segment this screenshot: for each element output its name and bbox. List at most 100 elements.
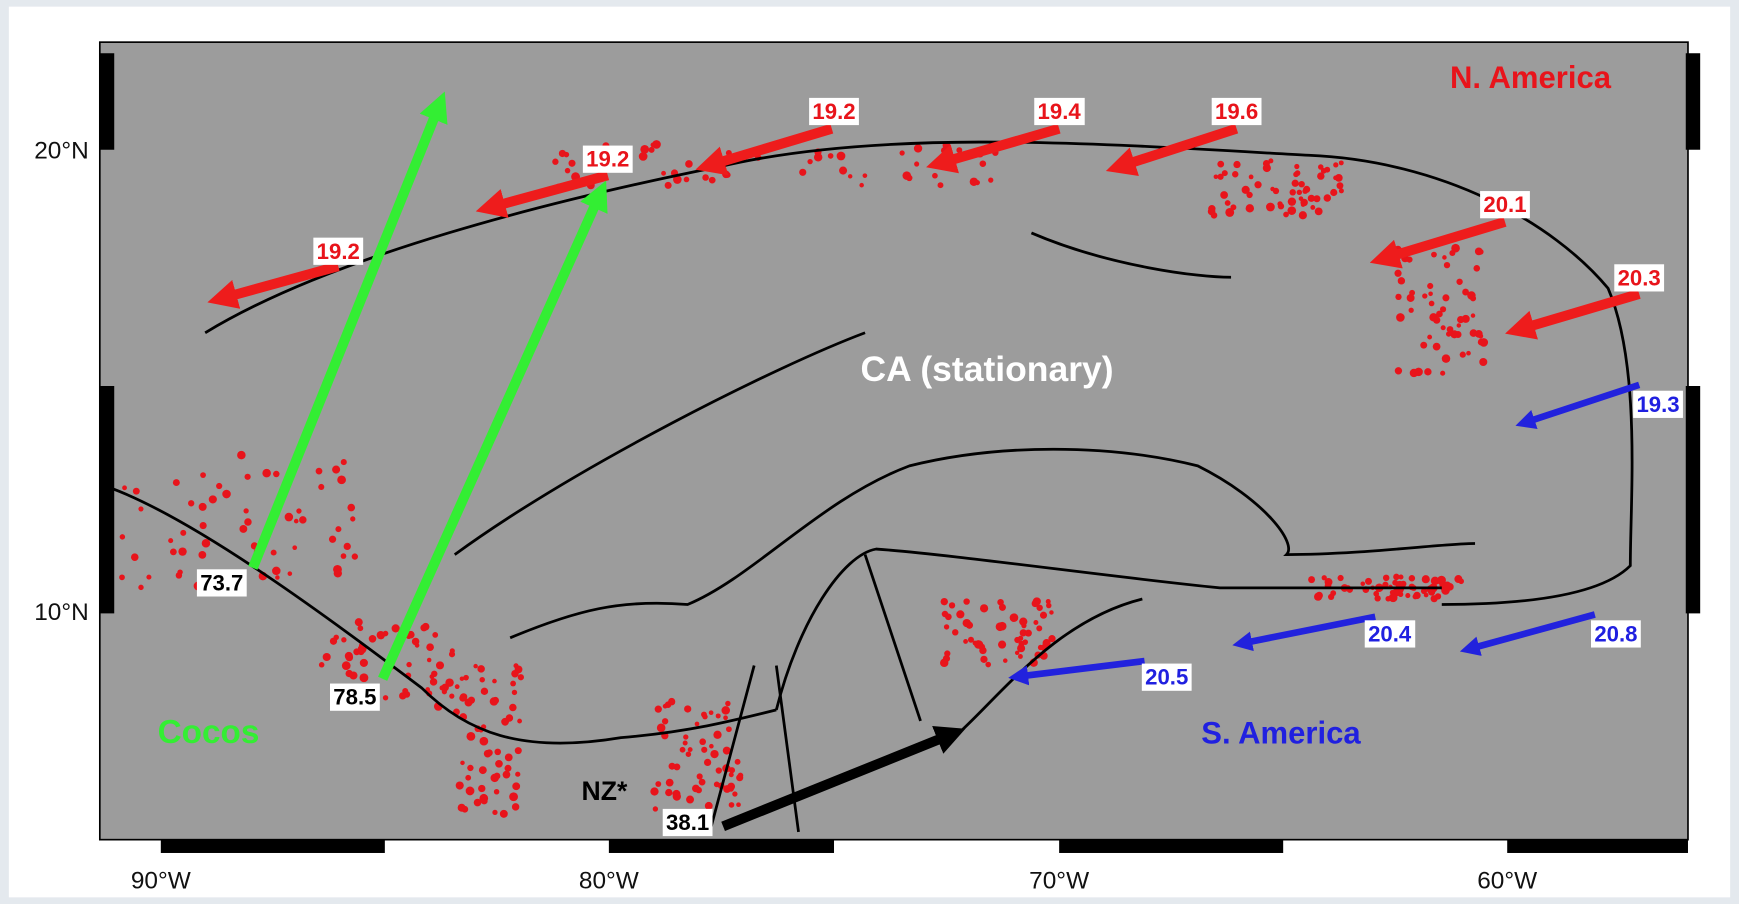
quake-dot: [350, 516, 355, 521]
quake-dot: [1442, 294, 1449, 301]
quake-dot: [170, 548, 177, 555]
quake-dot: [1249, 175, 1254, 180]
quake-dot: [1429, 301, 1435, 307]
quake-dot: [568, 160, 575, 167]
quake-dot: [1308, 576, 1315, 583]
quake-dot: [484, 750, 492, 758]
quake-dot: [1337, 182, 1344, 189]
velocity-label: 20.1: [1483, 192, 1526, 217]
quake-dot: [940, 659, 948, 667]
quake-dot: [330, 638, 337, 645]
quake-dot: [138, 585, 143, 590]
quake-dot: [120, 534, 125, 539]
quake-dot: [665, 701, 672, 708]
quake-dot: [122, 485, 127, 490]
quake-dot: [653, 806, 658, 811]
quake-dot: [430, 678, 437, 685]
relief: [100, 42, 1688, 840]
quake-dot: [684, 177, 690, 183]
quake-dot: [244, 474, 250, 480]
x-tick-label: 60°W: [1477, 867, 1537, 894]
quake-dot: [859, 183, 864, 188]
quake-dot: [271, 550, 277, 556]
quake-dot: [1428, 589, 1435, 596]
quake-dot: [697, 773, 703, 779]
quake-dot: [1441, 325, 1446, 330]
quake-dot: [1220, 191, 1228, 199]
quake-dot: [974, 640, 983, 649]
quake-dot: [655, 706, 662, 713]
quake-dot: [705, 802, 713, 810]
quake-dot: [685, 160, 693, 168]
quake-dot: [900, 150, 905, 155]
quake-dot: [713, 731, 721, 739]
quake-dot: [456, 781, 464, 789]
quake-dot: [406, 662, 411, 667]
quake-dot: [1230, 204, 1236, 210]
quake-dot: [383, 695, 388, 700]
quake-dot: [1431, 577, 1439, 585]
quake-dot: [1036, 625, 1042, 631]
quake-dot: [285, 513, 294, 522]
quake-dot: [369, 635, 377, 643]
quake-dot: [474, 799, 482, 807]
quake-dot: [337, 475, 346, 484]
velocity-label: 73.7: [200, 570, 243, 595]
quake-dot: [997, 599, 1004, 606]
quake-dot: [702, 174, 709, 181]
quake-dot: [848, 174, 852, 178]
quake-dot: [481, 797, 488, 804]
quake-dot: [415, 643, 420, 648]
quake-dot: [1479, 358, 1487, 366]
quake-dot: [1399, 589, 1404, 594]
quake-dot: [1328, 594, 1334, 600]
quake-dot: [316, 468, 323, 475]
quake-dot: [1398, 575, 1403, 580]
quake-dot: [1287, 206, 1296, 215]
quake-dot: [863, 173, 868, 178]
quake-dot: [1390, 590, 1395, 595]
quake-dot: [657, 724, 666, 733]
quake-dot: [333, 565, 342, 574]
quake-dot: [377, 631, 385, 639]
quake-dot: [465, 775, 471, 781]
quake-dot: [119, 574, 125, 580]
quake-dot: [329, 536, 336, 543]
quake-dot: [1427, 283, 1433, 289]
quake-dot: [468, 697, 475, 704]
quake-dot: [1365, 578, 1372, 585]
quake-dot: [346, 654, 354, 662]
quake-dot: [669, 763, 676, 770]
plate-label: NZ*: [582, 776, 628, 806]
quake-dot: [1431, 595, 1438, 602]
quake-dot: [332, 466, 340, 474]
quake-dot: [319, 662, 325, 668]
quake-dot: [358, 625, 364, 631]
quake-dot: [360, 673, 369, 682]
quake-dot: [1467, 291, 1475, 299]
quake-dot: [503, 771, 511, 779]
quake-dot: [431, 671, 437, 677]
quake-dot: [1398, 277, 1405, 284]
quake-dot: [1440, 371, 1445, 376]
quake-dot: [1046, 603, 1051, 608]
quake-dot: [1270, 187, 1274, 191]
quake-dot: [963, 619, 971, 627]
quake-dot: [494, 789, 499, 794]
quake-dot: [1299, 211, 1307, 219]
quake-dot: [131, 553, 139, 561]
quake-dot: [1017, 644, 1025, 652]
quake-dot: [1407, 294, 1415, 302]
y-tick-label: 20°N: [34, 137, 88, 164]
quake-dot: [478, 785, 485, 792]
quake-dot: [1447, 326, 1454, 333]
quake-dot: [505, 754, 513, 762]
x-tick-label: 90°W: [131, 867, 191, 894]
quake-dot: [1018, 636, 1023, 641]
quake-dot: [722, 170, 730, 178]
map-figure: 90°W 80°W 70°W 60°W 20°N 10°N N. America…: [0, 0, 1739, 904]
quake-dot: [1394, 270, 1401, 277]
quake-dot: [684, 705, 691, 712]
quake-dot: [1292, 180, 1299, 187]
quake-dot: [449, 651, 455, 657]
